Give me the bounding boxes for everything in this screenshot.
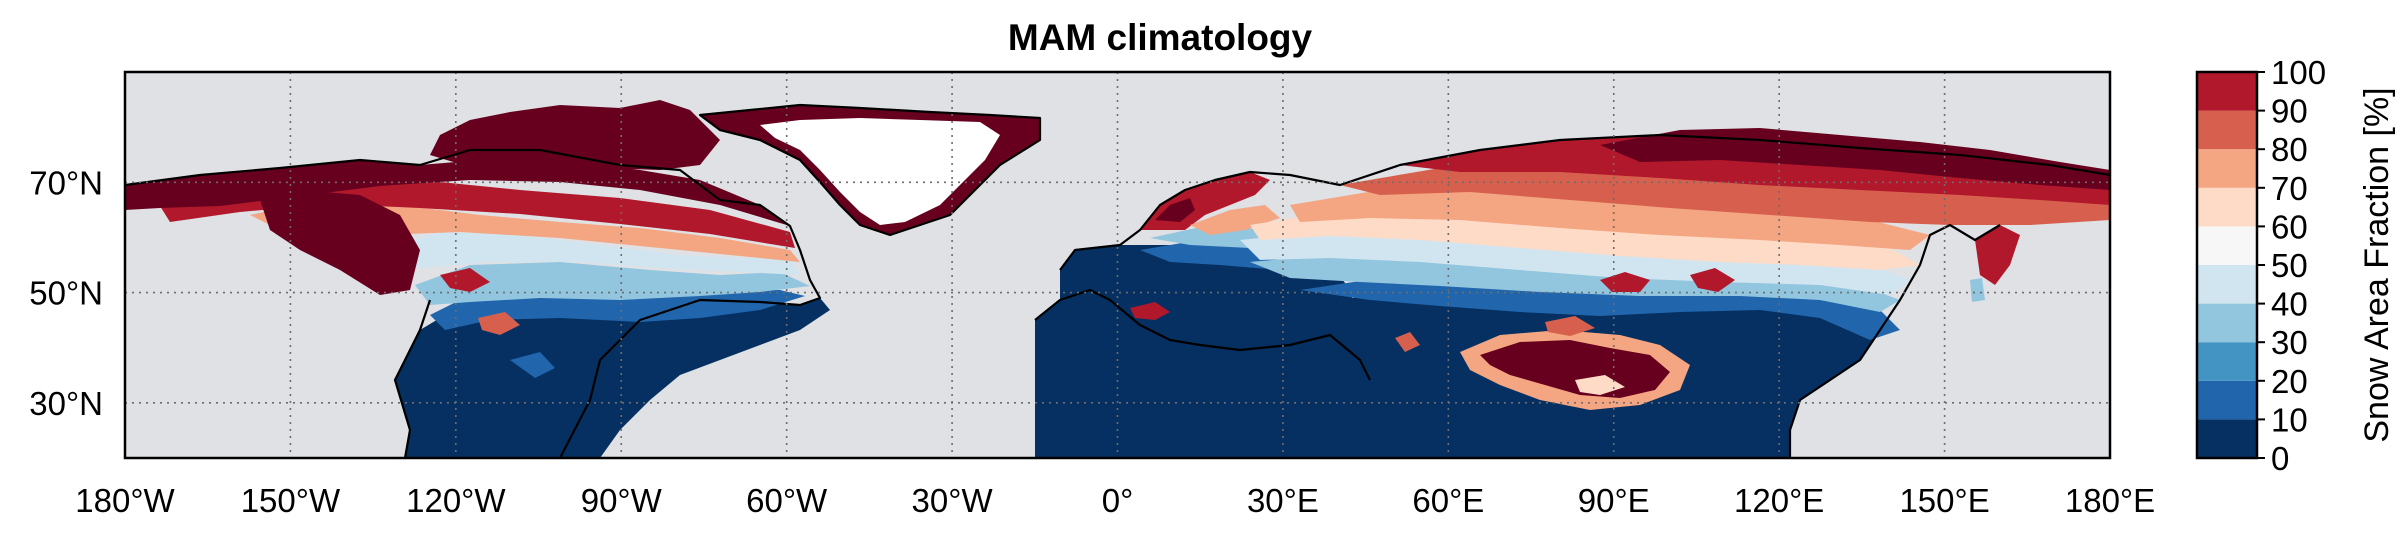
chart-title: MAM climatology [1008, 17, 1313, 58]
x-tick-label: 150°W [241, 482, 341, 519]
asia-60-70 [1250, 212, 1920, 270]
snow-fraction-field [125, 100, 2110, 458]
x-tick-label: 60°W [746, 482, 828, 519]
colorbar-label: Snow Area Fraction [%] [2358, 87, 2396, 442]
mexico-pocket [510, 352, 555, 378]
colorbar-swatch [2197, 226, 2257, 265]
colorbar-swatch [2197, 419, 2257, 458]
colorbar-tick-label: 10 [2271, 401, 2308, 438]
map-gridlines [125, 72, 2110, 458]
x-tick-label: 180°E [2065, 482, 2155, 519]
europe-0-10 [1035, 245, 1370, 458]
colorbar-tick-label: 80 [2271, 131, 2308, 168]
north-america-snow [125, 100, 830, 458]
colorbar-tick-label: 50 [2271, 247, 2308, 284]
asia-70-80 [1290, 188, 1930, 250]
colorbar-swatch [2197, 110, 2257, 150]
scandinavia-mid [1190, 205, 1280, 235]
colorbar-tick-label: 30 [2271, 324, 2308, 361]
x-tick-label: 60°E [1412, 482, 1484, 519]
colorbar-tick-label: 20 [2271, 363, 2308, 400]
caucasus-hotspot [1395, 332, 1420, 352]
x-tick-label: 120°W [406, 482, 506, 519]
scandinavia-peak [1155, 198, 1195, 222]
colorbar-tick-label: 100 [2271, 54, 2326, 91]
canadian-archipelago-90-100 [430, 100, 720, 170]
rockies-hotspot [440, 268, 490, 292]
alaska-high-snow [260, 190, 420, 295]
asia-30-50 [1250, 255, 1900, 312]
colorbar-swatch [2197, 342, 2257, 381]
map-plot-area [125, 72, 2110, 458]
mongolia-hotspots [1600, 272, 1650, 292]
map-frame [123, 70, 2112, 460]
asia-90-100 [1400, 135, 2110, 205]
y-axis: 30°N 50°N 70°N [29, 164, 103, 422]
tibet-inner-gap [1575, 375, 1625, 395]
colorbar-swatch [2197, 380, 2257, 420]
alps-hotspot [1130, 302, 1170, 320]
y-tick-label: 70°N [29, 164, 103, 201]
north-america-90-100 [125, 160, 790, 226]
colorbar-swatch [2197, 187, 2257, 227]
north-america-50-60 [380, 232, 800, 275]
colorbar-tick-label: 70 [2271, 170, 2308, 207]
north-america-30-50 [415, 262, 810, 305]
x-tick-label: 90°E [1578, 482, 1650, 519]
colorbar-swatch [2197, 303, 2257, 343]
colorbar-swatch [2197, 149, 2257, 188]
colorbar-tick-label: 90 [2271, 93, 2308, 130]
y-tick-label: 50°N [29, 275, 103, 312]
tibet-core [1480, 340, 1670, 398]
colorbar-tick-label: 40 [2271, 286, 2308, 323]
mongolia-hotspot-east [1690, 268, 1735, 292]
x-tick-label: 90°W [581, 482, 663, 519]
x-tick-label: 180°W [75, 482, 175, 519]
y-tick-label: 30°N [29, 385, 103, 422]
sakhalin-blue [1970, 278, 1985, 302]
x-tick-label: 0° [1102, 482, 1134, 519]
colorbar-swatch [2197, 265, 2257, 304]
colorbar-tick-label: 60 [2271, 208, 2308, 245]
x-axis: 180°W 150°W 120°W 90°W 60°W 30°W 0° 30°E 60°E 90°… [75, 482, 2155, 519]
colorbar-swatch [2197, 72, 2257, 111]
colorbar-tick-label: 0 [2271, 440, 2289, 477]
x-tick-label: 30°E [1247, 482, 1319, 519]
greenland-ice-sheet [760, 118, 1000, 225]
x-tick-label: 150°E [1899, 482, 1989, 519]
asia-snow [1240, 128, 2110, 458]
asia-80-90 [1340, 160, 2110, 225]
coastlines [125, 103, 2110, 458]
kamchatka-high-snow [1975, 225, 2020, 285]
x-tick-label: 120°E [1734, 482, 1824, 519]
tianshan-hotspot [1545, 316, 1595, 336]
greenland-snow [700, 105, 1040, 235]
x-tick-label: 30°W [912, 482, 994, 519]
rockies-hotspot-south [478, 312, 520, 335]
siberia-max [1600, 128, 2110, 190]
asia-50-60 [1240, 232, 1910, 295]
